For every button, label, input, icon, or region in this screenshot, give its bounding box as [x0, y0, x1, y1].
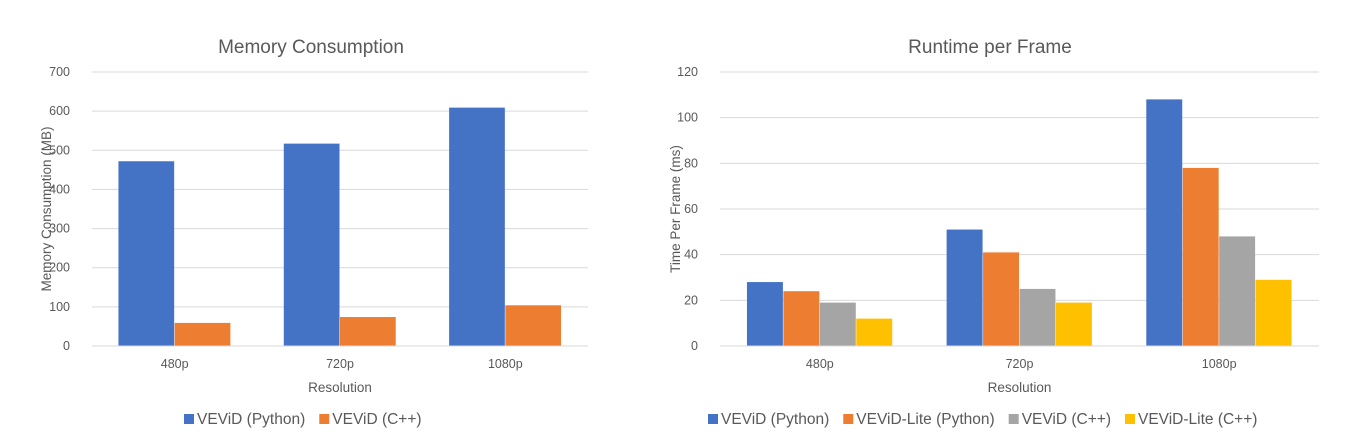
y-tick-label: 300	[49, 222, 70, 236]
y-tick-label: 0	[691, 339, 698, 353]
legend-label: VEViD (C++)	[332, 411, 421, 428]
bar	[1146, 99, 1183, 347]
y-tick-label: 120	[677, 65, 698, 79]
legend-swatch	[319, 414, 330, 424]
bar	[1055, 302, 1092, 346]
bar	[1182, 167, 1219, 346]
bar	[174, 322, 231, 346]
chart-title: Memory Consumption	[218, 37, 404, 58]
chart-title: Runtime per Frame	[908, 37, 1072, 58]
bar	[449, 107, 505, 347]
bar	[1019, 288, 1056, 346]
x-axis-label: Resolution	[308, 380, 372, 395]
bar	[1219, 236, 1256, 346]
y-tick-label: 40	[684, 248, 698, 262]
x-tick-label: 720p	[1006, 357, 1034, 371]
y-axis-label: Memory Consumption (MB)	[39, 126, 54, 291]
y-tick-label: 400	[49, 182, 70, 196]
y-tick-label: 20	[684, 293, 698, 307]
y-axis-label: Time Per Frame (ms)	[668, 145, 683, 273]
x-axis-label: Resolution	[988, 380, 1052, 395]
legend-label: VEViD-Lite (C++)	[1138, 411, 1257, 428]
legend-label: VEViD (Python)	[721, 411, 829, 428]
bar	[983, 252, 1019, 346]
y-tick-label: 700	[49, 65, 70, 79]
bar	[819, 302, 856, 346]
y-tick-label: 600	[49, 104, 70, 118]
legend-label: VEViD (Python)	[197, 411, 305, 428]
y-tick-label: 60	[684, 202, 698, 216]
legend-swatch	[1125, 414, 1135, 424]
bar	[118, 161, 175, 346]
bar	[783, 291, 820, 346]
y-tick-label: 200	[49, 261, 70, 275]
runtime-per-frame-chart: Runtime per Frame 0 20 40 60 80 100 120 480p 720p…	[668, 37, 1319, 428]
bar	[340, 317, 396, 346]
legend-swatch	[1008, 414, 1019, 424]
y-tick-label: 100	[677, 111, 698, 125]
legend-label: VEViD (C++)	[1022, 411, 1111, 428]
x-tick-label: 480p	[806, 357, 834, 371]
legend-swatch	[843, 414, 854, 424]
y-tick-label: 100	[49, 300, 70, 314]
x-tick-label: 1080p	[488, 357, 523, 371]
bar	[746, 282, 783, 346]
x-tick-label: 480p	[161, 357, 189, 371]
x-tick-label: 1080p	[1202, 357, 1237, 371]
x-tick-label: 720p	[326, 357, 354, 371]
y-tick-label: 80	[684, 156, 698, 170]
memory-consumption-chart: Memory Consumption 0 100 200 300 400 500 600 700…	[39, 37, 588, 428]
bar	[505, 305, 562, 346]
legend-label: VEViD-Lite (Python)	[856, 411, 994, 428]
bar	[946, 229, 983, 346]
bar	[283, 143, 340, 346]
legend-swatch	[184, 414, 194, 424]
y-tick-label: 0	[63, 339, 70, 353]
y-tick-label: 500	[49, 143, 70, 157]
bar	[856, 318, 893, 346]
legend-swatch	[708, 414, 718, 424]
bar	[1255, 279, 1292, 346]
